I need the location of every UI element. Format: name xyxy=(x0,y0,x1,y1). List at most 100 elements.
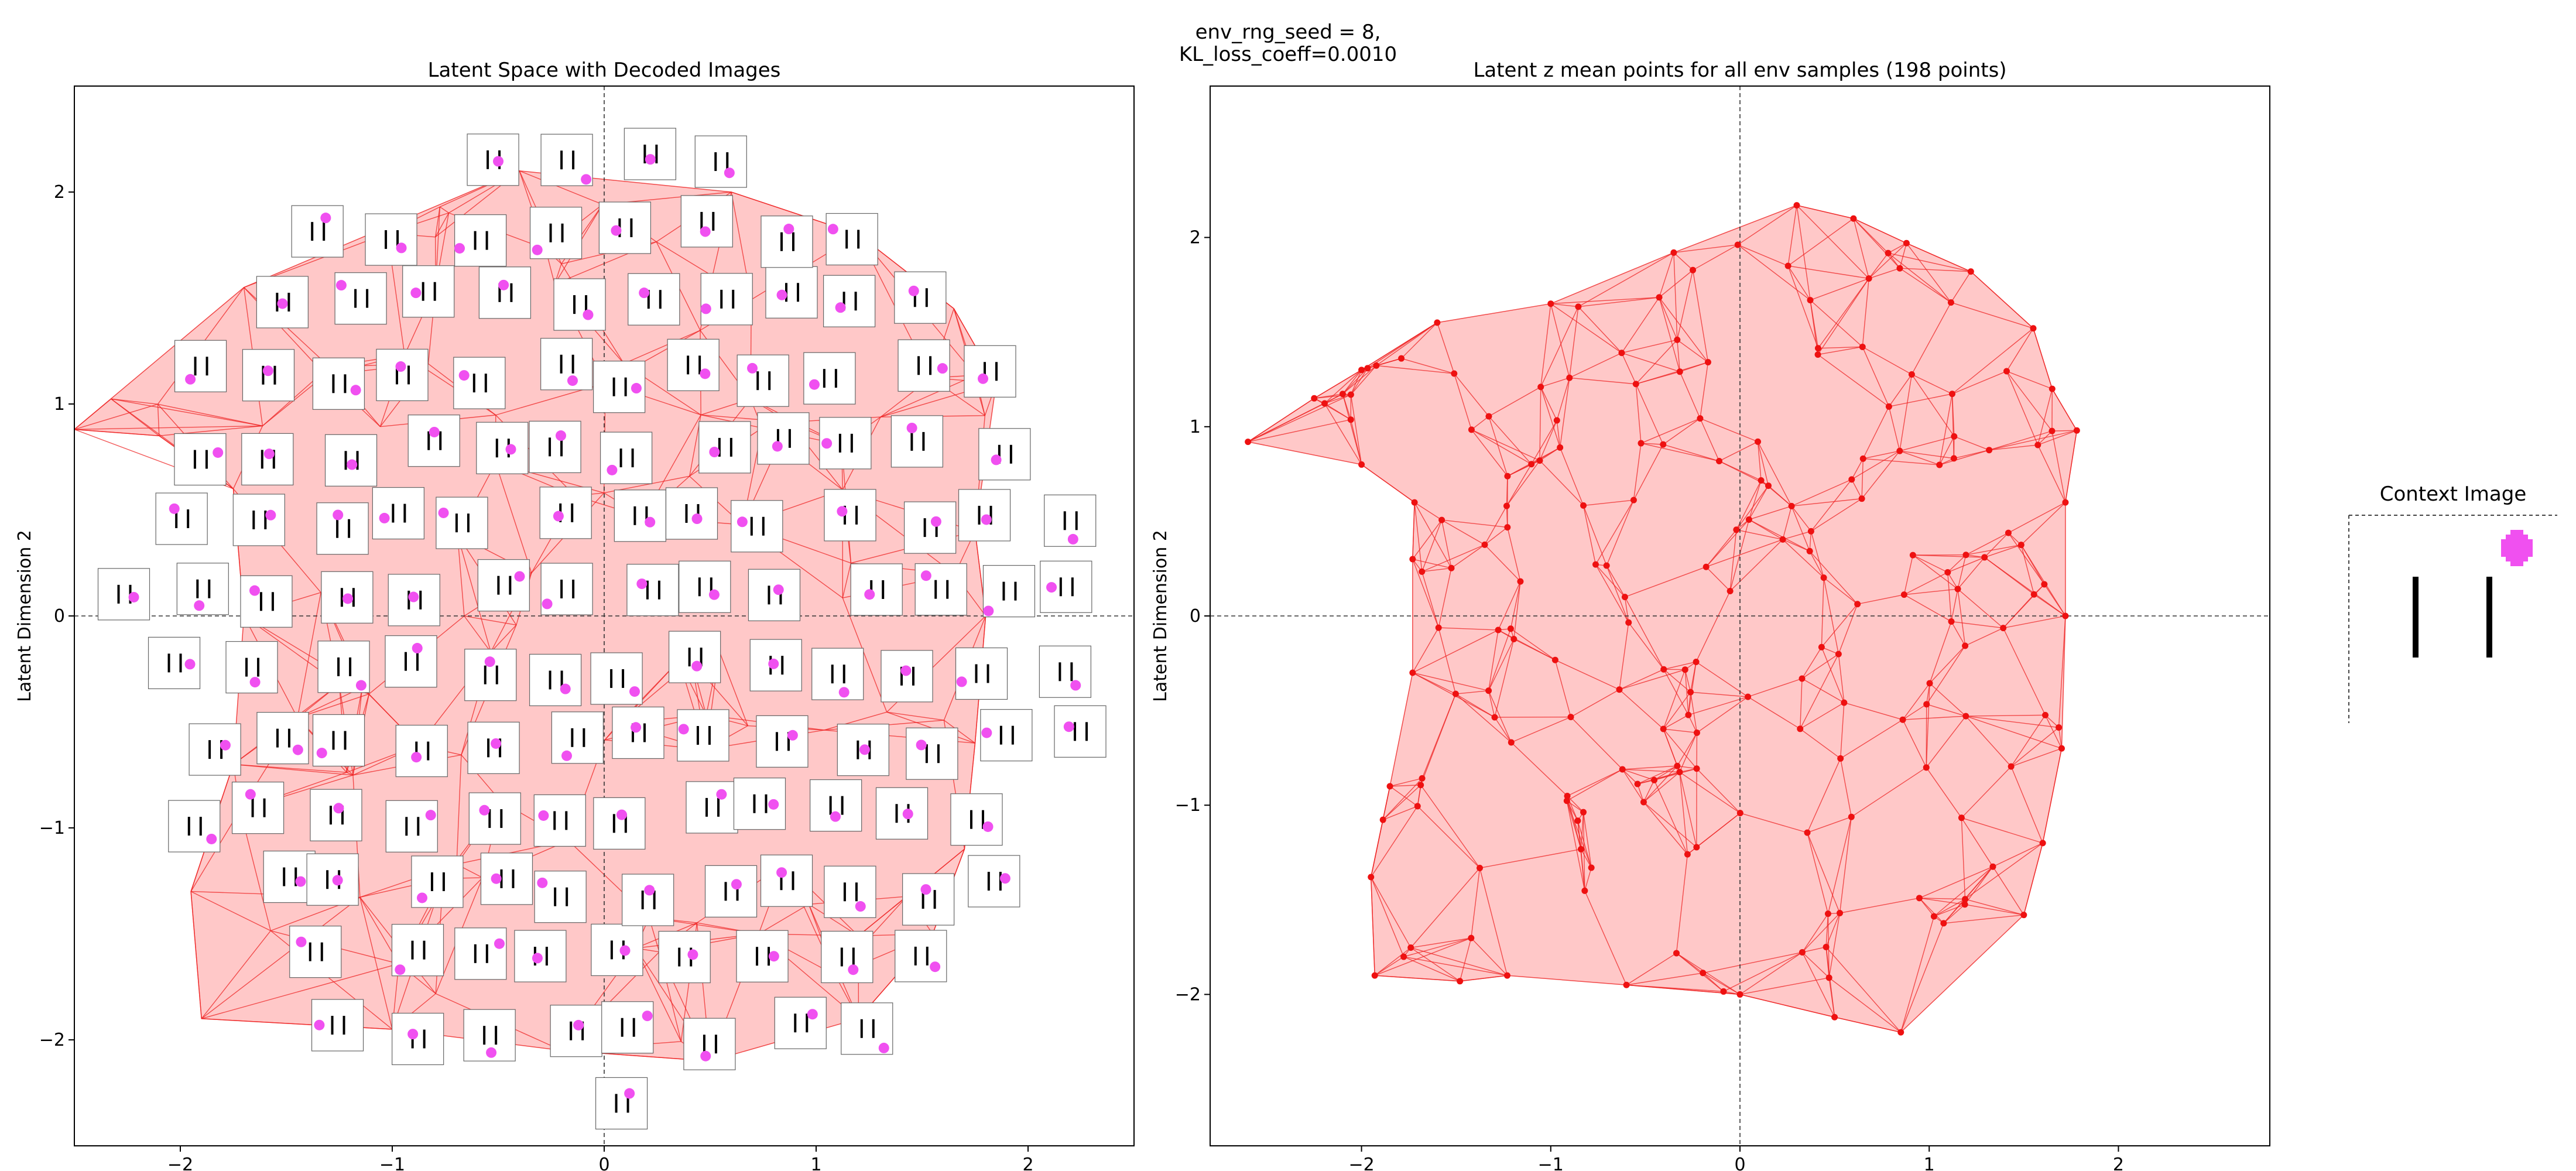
tile-bar-left xyxy=(484,665,487,684)
mesh-edge xyxy=(1695,661,1748,697)
mesh-edge xyxy=(1421,544,1485,572)
mesh-edge xyxy=(111,398,263,427)
mesh-edge xyxy=(1580,849,1592,868)
tile-bar-left xyxy=(987,872,990,891)
tile-dot xyxy=(916,739,927,751)
mesh-edge xyxy=(1684,669,1691,693)
mesh-edge xyxy=(1853,218,1907,244)
tile-frame xyxy=(748,569,801,621)
latent-point xyxy=(1660,666,1667,673)
mesh-edge xyxy=(1643,780,1655,803)
tile-bar-left xyxy=(842,292,845,311)
tile-bar-right xyxy=(872,1019,875,1038)
latent-point xyxy=(1503,972,1510,979)
latent-point xyxy=(1485,687,1492,694)
tile-dot xyxy=(263,448,275,460)
tile-frame xyxy=(669,631,721,683)
mesh-edge xyxy=(1926,645,1966,705)
latent-point xyxy=(2049,385,2056,392)
mesh-edge xyxy=(1796,204,1854,219)
tile-frame xyxy=(774,997,827,1049)
mesh-edge xyxy=(1791,498,1862,507)
mesh-edge xyxy=(1807,816,1852,833)
mesh-edge xyxy=(1810,278,1869,301)
mesh-edge xyxy=(1414,502,1443,521)
mesh-edge xyxy=(2010,748,2062,767)
decoded-image-tile xyxy=(601,1001,654,1054)
latent-point xyxy=(2017,542,2025,549)
latent-point xyxy=(1967,268,1974,275)
mesh-edge xyxy=(1556,420,1561,448)
left-axes-frame xyxy=(74,85,1135,1146)
mesh-edge xyxy=(359,897,393,1030)
tile-dot xyxy=(642,1011,653,1022)
mesh-edge xyxy=(1663,691,1691,730)
latent-point xyxy=(1660,725,1667,732)
tile-bar-right xyxy=(1085,722,1088,741)
latent-point xyxy=(1779,536,1786,543)
mesh-edge xyxy=(1506,506,1508,528)
tile-dot xyxy=(855,901,866,912)
mesh-edge xyxy=(1635,384,1642,444)
mesh-edge xyxy=(1559,378,1570,448)
latent-point xyxy=(1528,461,1535,468)
tile-bar-left xyxy=(687,355,690,375)
decoded-image-tile xyxy=(749,639,802,691)
tile-bar-right xyxy=(427,741,430,761)
latent-point xyxy=(2062,499,2069,506)
tile-dot xyxy=(708,589,720,600)
tile-frame xyxy=(591,923,643,976)
decoded-image-tile xyxy=(624,128,676,180)
mesh-edge xyxy=(1965,544,2022,556)
tile-bar-right xyxy=(581,1021,584,1040)
tile-bar-right xyxy=(407,365,410,385)
mesh-edge xyxy=(1903,554,1914,595)
mesh-edge xyxy=(233,763,354,776)
tile-bar-left xyxy=(560,150,563,170)
mesh-edge xyxy=(1412,559,1452,569)
mesh-edge xyxy=(1807,832,1829,914)
mesh-edge xyxy=(1970,271,2034,329)
tile-bar-left xyxy=(633,506,636,525)
mesh-edge xyxy=(1659,297,1678,340)
mesh-edge xyxy=(1342,369,1362,395)
decoded-image-tile xyxy=(890,415,943,468)
tile-bar-right xyxy=(729,437,732,457)
tile-bar-left xyxy=(922,890,924,909)
mesh-edge xyxy=(1817,278,1869,355)
tile-bar-left xyxy=(344,451,347,470)
mesh-edge xyxy=(1679,371,1701,419)
tile-bar-left xyxy=(549,670,551,690)
latent-point xyxy=(1451,370,1458,377)
latent-point xyxy=(1837,755,1844,762)
decoded-image-tile xyxy=(168,800,221,852)
decoded-image-tile xyxy=(324,434,378,487)
mesh-edge xyxy=(1844,702,1903,720)
mesh-edge xyxy=(1488,690,1495,718)
tile-frame xyxy=(761,215,813,268)
decoded-image-tile xyxy=(968,855,1020,908)
tile-bar-left xyxy=(427,431,430,450)
mesh-edge xyxy=(1619,669,1686,690)
mesh-edge xyxy=(1560,447,1584,506)
tile-bar-left xyxy=(975,664,978,683)
latent-point xyxy=(1908,371,1915,378)
tile-dot xyxy=(772,441,783,452)
mesh-edge xyxy=(435,213,450,238)
tile-frame xyxy=(658,930,711,984)
tile-dot xyxy=(700,303,711,314)
tile-dot xyxy=(999,873,1010,884)
latent-point xyxy=(1566,374,1573,381)
tile-bar-right xyxy=(912,666,915,686)
mesh-edge xyxy=(2037,388,2053,446)
mesh-edge xyxy=(1510,581,1521,629)
tile-frame xyxy=(677,709,729,762)
mesh-edge xyxy=(1739,994,1835,1018)
tile-dot xyxy=(906,422,917,433)
latent-point xyxy=(1948,618,1955,625)
mesh-edge xyxy=(1659,297,1709,363)
tile-bar-left xyxy=(193,450,196,469)
latent-point xyxy=(1400,953,1407,960)
mesh-edge xyxy=(1737,244,1789,266)
latent-point xyxy=(1670,249,1677,256)
